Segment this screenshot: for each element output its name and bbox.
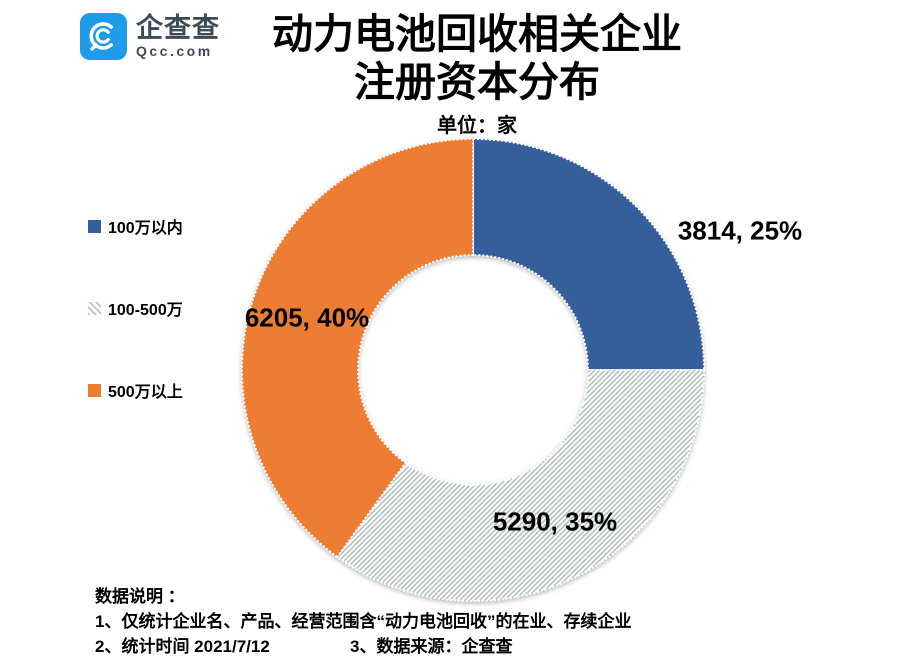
legend-swatch-hatch xyxy=(88,301,101,315)
legend-label-under-100w: 100万以内 xyxy=(108,220,183,237)
legend-item-100-500w: 100-500万 xyxy=(88,301,183,319)
slice-label-under-100w: 3814, 25% xyxy=(677,215,803,246)
notes-data-source: 3、数据来源：企查查 xyxy=(350,637,513,656)
notes-line2: 2、统计时间 2021/7/12 3、数据来源：企查查 xyxy=(95,634,631,659)
pie-slice-100-500w xyxy=(335,369,706,603)
legend-label-100-500w: 100-500万 xyxy=(108,302,183,319)
legend-swatch-blue xyxy=(88,219,101,233)
qcc-logo-domain: Qcc.com xyxy=(136,43,213,59)
qcc-logo: 企查查 Qcc.com xyxy=(80,13,220,60)
notes-line1: 1、仅统计企业名、产品、经营范围含“动力电池回收”的在业、存续企业 xyxy=(95,612,632,631)
qcc-logo-icon xyxy=(80,13,127,60)
slice-label-over-500w: 6205, 40% xyxy=(244,302,370,333)
chart-title-line2: 注册资本分布 xyxy=(354,59,600,105)
legend-label-over-500w: 500万以上 xyxy=(108,384,183,401)
legend-item-under-100w: 100万以内 xyxy=(88,219,183,237)
legend-swatch-orange xyxy=(88,383,101,397)
magnifier-c-icon xyxy=(88,21,113,51)
pie-slice-over-500w xyxy=(240,137,474,559)
chart-legend: 100万以内 100-500万 500万以上 xyxy=(88,219,183,465)
chart-title-line1: 动力电池回收相关企业 xyxy=(272,11,682,57)
unit-label: 单位：家 xyxy=(437,115,517,137)
legend-item-over-500w: 500万以上 xyxy=(88,383,183,401)
pie-slice-under-100w xyxy=(472,137,706,371)
chart-title-block: 动力电池回收相关企业 注册资本分布 单位：家 xyxy=(272,10,682,138)
slice-label-100-500w: 5290, 35% xyxy=(492,506,618,537)
qcc-logo-name: 企查查 xyxy=(136,13,220,43)
notes-stat-time: 2、统计时间 2021/7/12 xyxy=(95,637,270,656)
notes-heading: 数据说明 ： xyxy=(95,587,185,606)
data-notes: 数据说明 ： 1、仅统计企业名、产品、经营范围含“动力电池回收”的在业、存续企业… xyxy=(95,584,631,659)
